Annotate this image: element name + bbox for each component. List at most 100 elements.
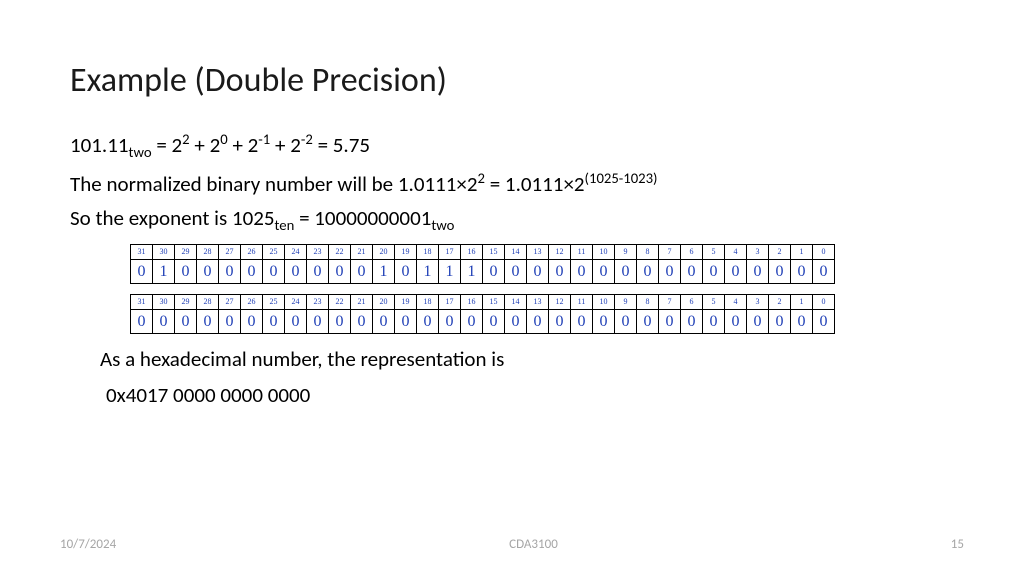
slide: Example (Double Precision) 101.11two = 2… [0,0,1024,576]
bit-index-cell: 25 [263,295,285,310]
bit-value-cell: 0 [263,309,285,333]
bit-index-cell: 11 [571,245,593,260]
l2b: = 1.0111×2 [485,171,585,197]
bit-index-cell: 0 [813,295,835,310]
bit-value-cell: 0 [725,260,747,284]
bit-index-cell: 7 [659,245,681,260]
bit-index-cell: 17 [439,245,461,260]
footer: 10/7/2024 CDA3100 15 [0,537,1024,552]
bit-value-cell: 0 [329,260,351,284]
bit-value-cell: 0 [395,260,417,284]
bit-table-2: 3130292827262524232221201918171615141312… [130,294,835,334]
bit-value-cell: 0 [747,309,769,333]
bit-value-cell: 0 [263,260,285,284]
bit-index-cell: 30 [153,295,175,310]
bit-index-cell: 22 [329,295,351,310]
bit-value-cell: 0 [329,309,351,333]
bit-index-cell: 6 [681,245,703,260]
bit-value-cell: 0 [571,260,593,284]
bit-index-cell: 1 [791,295,813,310]
bit-value-cell: 0 [703,309,725,333]
bit-value-cell: 0 [153,309,175,333]
bit-index-cell: 13 [527,245,549,260]
bit-value-cell: 0 [659,309,681,333]
bit-value-cell: 0 [219,260,241,284]
bit-value-cell: 1 [439,260,461,284]
bin-sub: two [129,143,152,161]
result: = 5.75 [318,132,370,158]
bit-index-cell: 20 [373,245,395,260]
bit-value-cell: 0 [197,260,219,284]
plus3: + 2 [275,132,301,158]
bit-index-cell: 19 [395,295,417,310]
bit-value-cell: 0 [417,309,439,333]
bit-index-cell: 5 [703,245,725,260]
bit-value-cell: 0 [747,260,769,284]
bit-value-cell: 0 [593,309,615,333]
bit-index-cell: 22 [329,245,351,260]
bit-index-cell: 8 [637,295,659,310]
hex-line-1: As a hexadecimal number, the representat… [100,344,954,374]
eq: = 2 [156,132,182,158]
bit-index-cell: 3 [747,295,769,310]
bit-index-cell: 10 [593,245,615,260]
bit-index-cell: 11 [571,295,593,310]
bit-value-cell: 0 [791,260,813,284]
bit-index-cell: 12 [549,245,571,260]
bit-value-cell: 0 [285,260,307,284]
bit-value-cell: 0 [131,309,153,333]
bit-index-cell: 8 [637,245,659,260]
bit-value-cell: 0 [505,260,527,284]
bit-value-cell: 0 [615,260,637,284]
bit-index-cell: 16 [461,295,483,310]
bit-value-cell: 0 [483,309,505,333]
bit-value-cell: 0 [175,260,197,284]
exp3: -1 [258,130,270,148]
bit-value-cell: 0 [769,309,791,333]
bit-tables: 3130292827262524232221201918171615141312… [130,244,954,334]
exp4: -2 [301,130,313,148]
hex-line-2: 0x4017 0000 0000 0000 [106,380,954,410]
slide-content: 101.11two = 22 + 20 + 2-1 + 2-2 = 5.75 T… [70,129,954,411]
bit-value-cell: 1 [461,260,483,284]
bit-index-cell: 31 [131,295,153,310]
bit-index-cell: 1 [791,245,813,260]
bit-value-cell: 0 [791,309,813,333]
bit-index-cell: 19 [395,245,417,260]
bit-value-cell: 0 [813,309,835,333]
bit-value-cell: 0 [681,260,703,284]
bit-table-1: 3130292827262524232221201918171615141312… [130,244,835,284]
l3a: So the exponent is 1025 [70,205,275,231]
bit-index-cell: 26 [241,295,263,310]
bit-value-cell: 0 [219,309,241,333]
bit-value-cell: 0 [197,309,219,333]
bin-value: 101.11 [70,132,129,158]
bit-index-cell: 3 [747,245,769,260]
footer-date: 10/7/2024 [60,537,116,552]
bit-index-cell: 12 [549,295,571,310]
bit-value-cell: 1 [373,260,395,284]
bit-index-cell: 21 [351,295,373,310]
bit-value-cell: 0 [769,260,791,284]
bit-value-cell: 0 [505,309,527,333]
bit-index-cell: 27 [219,245,241,260]
bit-value-cell: 0 [241,260,263,284]
bit-index-cell: 2 [769,295,791,310]
bit-index-cell: 28 [197,245,219,260]
l3sub2: two [431,216,454,234]
bit-index-cell: 18 [417,245,439,260]
exp1: 2 [182,130,189,148]
bit-value-cell: 0 [307,309,329,333]
bit-value-cell: 0 [527,260,549,284]
bit-value-cell: 0 [373,309,395,333]
bit-index-cell: 5 [703,295,725,310]
bit-value-cell: 0 [637,260,659,284]
bit-index-cell: 20 [373,295,395,310]
l3sub1: ten [275,216,295,234]
slide-title: Example (Double Precision) [70,60,954,101]
bit-value-cell: 0 [637,309,659,333]
bit-index-cell: 23 [307,245,329,260]
bit-index-cell: 9 [615,245,637,260]
bit-index-cell: 29 [175,295,197,310]
bit-index-cell: 4 [725,245,747,260]
